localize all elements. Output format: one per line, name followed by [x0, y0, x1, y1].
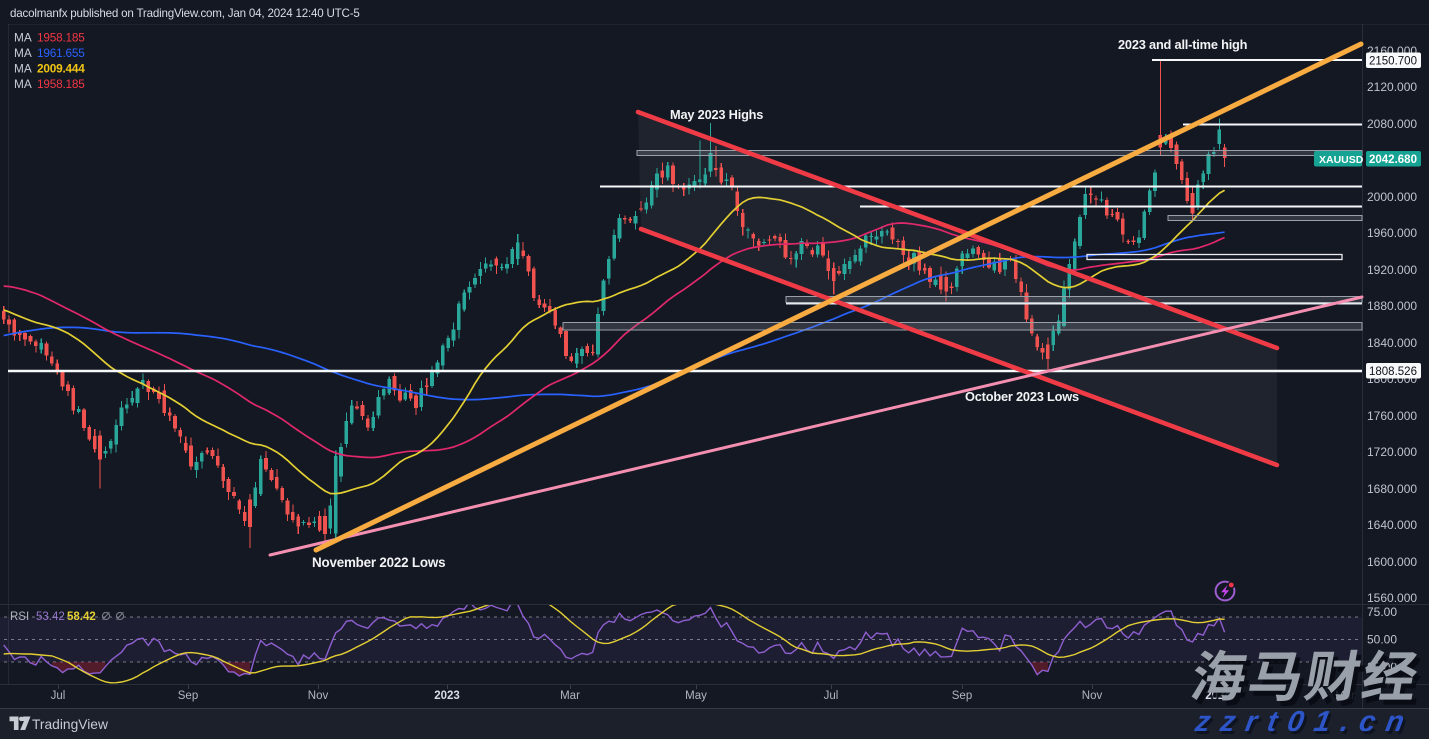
- svg-text:2150.700: 2150.700: [1369, 56, 1417, 68]
- svg-text:1600.000: 1600.000: [1367, 555, 1417, 569]
- svg-text:1920.000: 1920.000: [1367, 263, 1417, 277]
- svg-text:October 2023 Lows: October 2023 Lows: [965, 389, 1079, 404]
- svg-text:Jul: Jul: [51, 690, 66, 702]
- svg-text:Jul: Jul: [824, 690, 839, 702]
- svg-text:58.42: 58.42: [67, 611, 96, 623]
- svg-text:TradingView: TradingView: [32, 717, 108, 732]
- svg-text:zzrt01.cn: zzrt01.cn: [1192, 706, 1417, 738]
- svg-text:2042.680: 2042.680: [1369, 154, 1417, 166]
- svg-text:1560.000: 1560.000: [1367, 591, 1417, 605]
- svg-text:Nov: Nov: [308, 690, 329, 702]
- svg-text:1680.000: 1680.000: [1367, 482, 1417, 496]
- svg-text:2009.444: 2009.444: [37, 62, 85, 76]
- svg-text:MA: MA: [14, 31, 32, 45]
- svg-text:MA: MA: [14, 46, 32, 60]
- svg-text:Mar: Mar: [560, 690, 580, 702]
- svg-text:1958.185: 1958.185: [37, 77, 85, 91]
- svg-text:Sep: Sep: [178, 690, 198, 702]
- svg-text:75.00: 75.00: [1367, 605, 1397, 619]
- svg-text:Nov: Nov: [1082, 690, 1103, 702]
- svg-text:MA: MA: [14, 62, 32, 76]
- svg-text:1720.000: 1720.000: [1367, 445, 1417, 459]
- svg-text:1961.655: 1961.655: [37, 46, 85, 60]
- svg-text:Sep: Sep: [952, 690, 972, 702]
- svg-text:May: May: [685, 690, 707, 702]
- svg-text:XAUUSD: XAUUSD: [1319, 154, 1364, 166]
- svg-text:1808.526: 1808.526: [1369, 366, 1417, 378]
- svg-text:RSI: RSI: [10, 611, 29, 623]
- svg-text:2080.000: 2080.000: [1367, 117, 1417, 131]
- svg-text:1640.000: 1640.000: [1367, 518, 1417, 532]
- svg-text:2023 and all-time high: 2023 and all-time high: [1118, 37, 1248, 52]
- svg-text:1958.185: 1958.185: [37, 31, 85, 45]
- svg-text:May 2023 Highs: May 2023 Highs: [670, 107, 763, 122]
- svg-text:November 2022 Lows: November 2022 Lows: [312, 555, 445, 570]
- svg-text:50.00: 50.00: [1367, 633, 1397, 647]
- svg-text:zzrt01.cn: zzrt01.cn: [1194, 709, 1419, 739]
- svg-text:dacolmanfx published on Tradin: dacolmanfx published on TradingView.com,…: [10, 7, 360, 20]
- svg-text:2000.000: 2000.000: [1367, 190, 1417, 204]
- svg-text:1760.000: 1760.000: [1367, 409, 1417, 423]
- svg-text:53.42: 53.42: [36, 611, 65, 623]
- svg-text:1960.000: 1960.000: [1367, 226, 1417, 240]
- svg-text:2023: 2023: [434, 690, 460, 702]
- svg-text:1840.000: 1840.000: [1367, 336, 1417, 350]
- svg-text:2120.000: 2120.000: [1367, 80, 1417, 94]
- svg-text:MA: MA: [14, 77, 32, 91]
- svg-text:1880.000: 1880.000: [1367, 299, 1417, 313]
